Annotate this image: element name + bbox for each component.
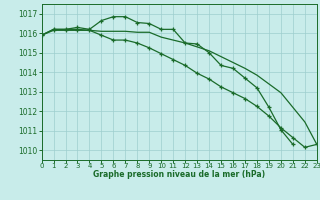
- X-axis label: Graphe pression niveau de la mer (hPa): Graphe pression niveau de la mer (hPa): [93, 170, 265, 179]
